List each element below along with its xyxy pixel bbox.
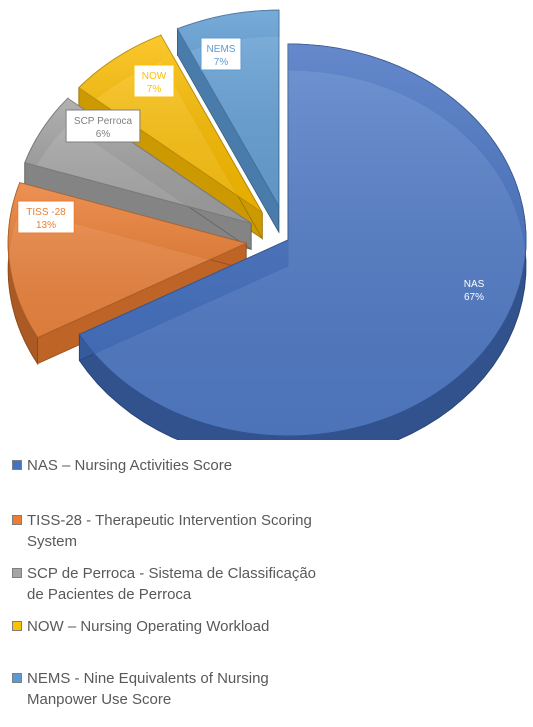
legend-swatch-now [12, 621, 22, 631]
data-label-value-nems: 7% [214, 57, 229, 68]
data-label-value-tiss28: 13% [36, 220, 56, 231]
pie-chart: NAS 67% TISS -28 13% SCP Perroca 6% NOW 7% NEMS 7… [7, 9, 527, 440]
legend-swatch-nems [12, 673, 22, 683]
data-label-box-nems [200, 37, 242, 71]
legend-item-nas: NAS – Nursing Activities Score [12, 455, 232, 476]
data-label-value-nas: 67% [464, 292, 484, 303]
data-label-box-scp-perroca [65, 109, 141, 143]
pie-slice-sheen-nas [79, 44, 527, 436]
legend-item-tiss28: TISS-28 - Therapeutic Intervention Scori… [12, 510, 312, 552]
legend-item-now: NOW – Nursing Operating Workload [12, 616, 269, 637]
data-label-box-now [133, 64, 175, 98]
legend-swatch-tiss28 [12, 515, 22, 525]
data-label-value-now: 7% [147, 84, 162, 95]
legend-swatch-nas [12, 460, 22, 470]
data-label-value-scp-perroca: 6% [96, 129, 111, 140]
legend-swatch-scp-perroca [12, 568, 22, 578]
pie-slice-sheen-now [78, 35, 263, 213]
legend-text-nems: NEMS - Nine Equivalents of Nursing Manpo… [27, 670, 269, 708]
data-label-name-nas: NAS [464, 279, 485, 290]
legend-text-scp-perroca: SCP de Perroca - Sistema de Classificaçã… [27, 565, 317, 603]
legend-text-tiss28: TISS-28 - Therapeutic Intervention Scori… [27, 512, 312, 550]
data-label-name-nems: NEMS [207, 44, 236, 55]
legend-text-nas: NAS – Nursing Activities Score [27, 457, 233, 474]
legend-item-nems: NEMS - Nine Equivalents of Nursing Manpo… [12, 668, 269, 710]
pie-slice-nas [78, 43, 527, 440]
data-label-name-scp-perroca: SCP Perroca [74, 116, 133, 127]
data-label-box-tiss28 [17, 200, 75, 234]
legend-item-scp-perroca: SCP de Perroca - Sistema de Classificaçã… [12, 563, 316, 605]
data-label-name-now: NOW [142, 71, 167, 82]
legend-text-now: NOW – Nursing Operating Workload [27, 618, 270, 635]
data-label-name-tiss28: TISS -28 [26, 207, 66, 218]
